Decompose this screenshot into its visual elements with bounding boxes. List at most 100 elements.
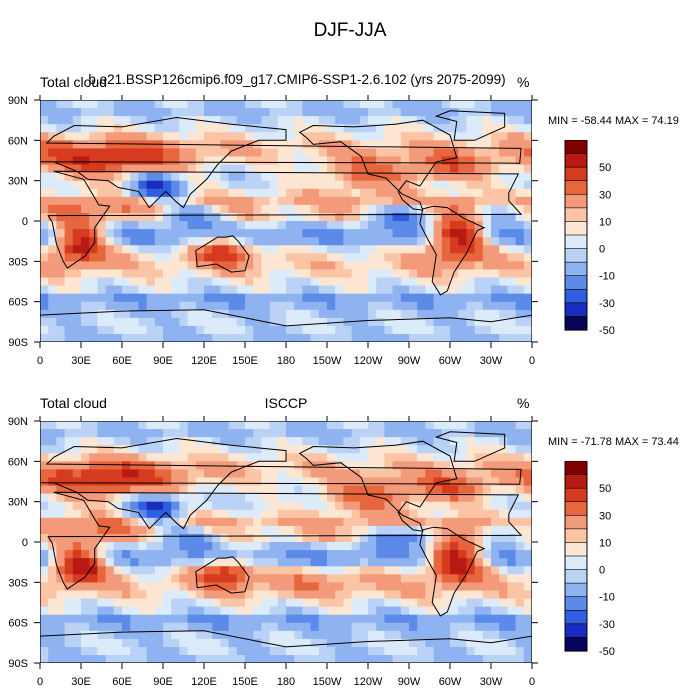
field-cell (433, 108, 443, 117)
field-cell (310, 180, 320, 190)
lon-tick-label: 180 (277, 355, 295, 367)
field-cell (343, 566, 353, 575)
field-cell (130, 445, 139, 454)
field-cell (72, 221, 82, 230)
field-cell (294, 485, 303, 495)
field-cell (64, 453, 74, 462)
field-cell (72, 204, 82, 214)
field-cell (195, 453, 205, 462)
field-cell (138, 293, 148, 303)
field-cell (384, 646, 394, 656)
field-cell (392, 533, 402, 543)
field-cell (359, 317, 369, 327)
field-cell (105, 453, 115, 462)
field-cell (351, 590, 361, 600)
field-cell (286, 132, 295, 141)
field-cell (474, 421, 484, 430)
field-cell (138, 261, 148, 271)
field-cell (507, 253, 517, 262)
field-cell (40, 437, 49, 446)
field-cell (499, 334, 508, 343)
field-cell (523, 317, 533, 327)
field-cell (409, 477, 418, 487)
colorbar-swatch (564, 180, 588, 195)
field-cell (269, 164, 279, 174)
field-cell (48, 180, 57, 190)
field-cell (89, 429, 98, 438)
field-cell (130, 453, 139, 462)
field-cell (195, 517, 205, 527)
field-cell (81, 124, 90, 133)
field-cell (318, 606, 328, 616)
field-cell (138, 156, 148, 166)
field-cell (392, 229, 402, 238)
field-cell (236, 196, 246, 206)
field-cell (474, 598, 484, 608)
field-cell (318, 485, 328, 495)
field-cell (179, 501, 189, 511)
field-cell (491, 445, 500, 454)
field-cell (294, 253, 303, 262)
field-cell (269, 180, 279, 190)
field-cell (409, 429, 418, 438)
field-cell (441, 655, 451, 664)
field-cell (466, 245, 476, 254)
field-cell (392, 285, 402, 295)
field-cell (302, 501, 312, 511)
field-cell (302, 245, 312, 254)
field-cell (523, 574, 533, 583)
field-cell (138, 325, 148, 335)
field-cell (392, 630, 402, 640)
field-cell (400, 188, 410, 198)
field-cell (392, 100, 402, 109)
field-cell (105, 533, 115, 543)
field-cell (204, 485, 213, 495)
field-cell (212, 477, 221, 487)
field-cell (277, 293, 287, 303)
field-cell (376, 542, 385, 551)
field-cell (318, 261, 328, 271)
field-cell (474, 622, 484, 632)
field-cell (466, 445, 476, 454)
field-cell (261, 622, 271, 632)
field-cell (327, 517, 336, 527)
field-cell (359, 204, 369, 214)
field-cell (72, 317, 82, 327)
field-cell (318, 140, 328, 150)
field-cell (327, 293, 336, 303)
field-cell (441, 140, 451, 150)
field-cell (72, 164, 82, 174)
field-cell (327, 269, 336, 279)
field-cell (228, 445, 238, 454)
field-cell (310, 574, 320, 583)
field-cell (474, 638, 484, 648)
field-cell (302, 309, 312, 319)
field-cell (409, 196, 418, 206)
field-cell (154, 646, 164, 656)
field-cell (220, 646, 230, 656)
field-cell (491, 221, 500, 230)
field-cell (204, 237, 213, 246)
field-cell (294, 132, 303, 141)
field-cell (105, 285, 115, 295)
field-cell (417, 630, 426, 640)
field-cell (482, 525, 492, 535)
field-cell (392, 325, 402, 335)
field-cell (163, 614, 172, 624)
field-cell (187, 517, 197, 527)
field-cell (409, 437, 418, 446)
field-cell (507, 309, 517, 319)
field-cell (261, 124, 271, 133)
field-cell (458, 148, 467, 158)
field-cell (277, 437, 287, 446)
field-cell (482, 461, 492, 471)
field-cell (220, 477, 230, 487)
field-cell (515, 293, 525, 303)
field-cell (171, 429, 180, 438)
field-cell (417, 108, 426, 117)
field-cell (515, 116, 525, 125)
field-cell (318, 156, 328, 166)
field-cell (523, 453, 533, 462)
field-cell (228, 269, 238, 279)
field-cell (458, 245, 467, 254)
